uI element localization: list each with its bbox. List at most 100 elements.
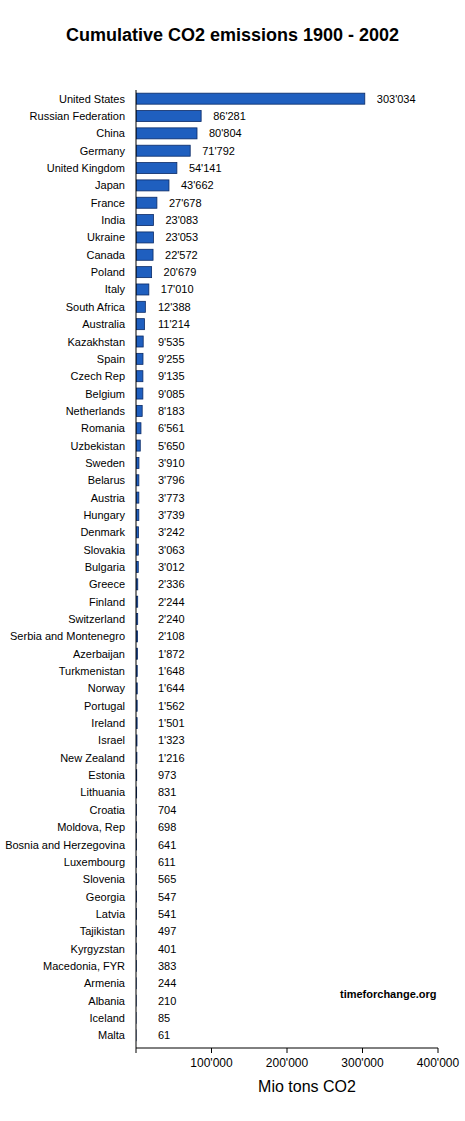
data-label: 1'501: [158, 717, 185, 729]
bar: [136, 284, 149, 295]
data-label: 5'650: [158, 440, 185, 452]
data-label: 698: [158, 821, 176, 833]
category-label: New Zealand: [60, 752, 125, 764]
tick-label: 100'000: [190, 1056, 233, 1070]
category-label: Ukraine: [87, 231, 125, 243]
data-label: 401: [158, 943, 176, 955]
category-label: Italy: [105, 283, 126, 295]
category-label: Belgium: [85, 388, 125, 400]
category-label: Hungary: [83, 509, 125, 521]
category-label: Azerbaijan: [73, 648, 125, 660]
data-label: 3'012: [158, 561, 185, 573]
tick-label: 300'000: [341, 1056, 384, 1070]
data-label: 3'063: [158, 544, 185, 556]
bar: [136, 215, 153, 226]
data-label: 3'739: [158, 509, 185, 521]
tick-label: 200'000: [266, 1056, 309, 1070]
category-label: Czech Rep: [71, 370, 125, 382]
data-label: 9'535: [158, 336, 185, 348]
category-label: Norway: [88, 682, 126, 694]
data-label: 80'804: [209, 127, 242, 139]
bar: [136, 267, 152, 278]
category-label: Estonia: [88, 769, 126, 781]
category-label: Latvia: [96, 908, 126, 920]
category-label: Spain: [97, 353, 125, 365]
labels: United States 303'034 Russian Federation 86…: [5, 93, 415, 1042]
category-label: Australia: [82, 318, 126, 330]
data-label: 303'034: [377, 93, 416, 105]
bar: [136, 93, 365, 104]
axis-label: Mio tons CO2: [258, 1078, 356, 1095]
bar: [136, 128, 197, 139]
category-label: Kazakhstan: [68, 336, 125, 348]
bar: [136, 180, 169, 191]
data-label: 23'083: [165, 214, 198, 226]
category-label: Macedonia, FYR: [43, 960, 125, 972]
data-label: 71'792: [202, 145, 235, 157]
data-label: 383: [158, 960, 176, 972]
data-label: 1'216: [158, 752, 185, 764]
category-label: Switzerland: [68, 613, 125, 625]
category-label: Russian Federation: [30, 110, 125, 122]
category-label: Belarus: [88, 474, 126, 486]
chart: Cumulative CO2 emissions 1900 - 2002 Unit…: [0, 0, 465, 1121]
category-label: Japan: [95, 179, 125, 191]
data-label: 2'240: [158, 613, 185, 625]
category-label: Greece: [89, 578, 125, 590]
data-label: 641: [158, 839, 176, 851]
data-label: 11'214: [158, 318, 190, 330]
bar: [136, 197, 157, 208]
category-label: Tajikistan: [80, 925, 125, 937]
bar: [136, 232, 153, 243]
tick: [362, 1048, 363, 1053]
title: Cumulative CO2 emissions 1900 - 2002: [66, 25, 399, 45]
data-label: 973: [158, 769, 176, 781]
category-label: Malta: [98, 1029, 126, 1041]
category-label: Austria: [91, 492, 126, 504]
data-label: 85: [158, 1012, 170, 1024]
data-label: 1'872: [158, 648, 185, 660]
data-label: 86'281: [213, 110, 246, 122]
tick: [211, 1048, 212, 1053]
category-label: Lithuania: [80, 786, 126, 798]
axis-end: [136, 1048, 137, 1053]
category-label: Romania: [81, 422, 126, 434]
category-label: Poland: [91, 266, 125, 278]
category-label: Slovakia: [83, 544, 125, 556]
bar: [136, 163, 177, 174]
data-label: 9'255: [158, 353, 185, 365]
category-label: Albania: [88, 995, 126, 1007]
category-label: Sweden: [85, 457, 125, 469]
category-label: Slovenia: [83, 873, 126, 885]
data-label: 3'910: [158, 457, 185, 469]
category-label: Israel: [98, 734, 125, 746]
data-label: 6'561: [158, 422, 185, 434]
data-label: 61: [158, 1029, 170, 1041]
bar: [136, 371, 143, 382]
category-label: Iceland: [90, 1012, 125, 1024]
data-label: 1'562: [158, 700, 185, 712]
category-label: United States: [59, 93, 126, 105]
bar: [136, 423, 141, 434]
bar: [136, 336, 143, 347]
category-label: Uzbekistan: [71, 440, 125, 452]
data-label: 1'323: [158, 734, 185, 746]
data-label: 3'242: [158, 526, 185, 538]
bar: [136, 301, 145, 312]
data-label: 2'336: [158, 578, 185, 590]
data-label: 2'244: [158, 596, 185, 608]
data-label: 244: [158, 977, 176, 989]
data-label: 831: [158, 786, 176, 798]
category-label: Moldova, Rep: [57, 821, 125, 833]
category-label: Germany: [80, 145, 126, 157]
category-label: Serbia and Montenegro: [10, 630, 125, 642]
category-label: Finland: [89, 596, 125, 608]
category-label: Bosnia and Herzegovina: [5, 839, 126, 851]
data-label: 2'108: [158, 630, 185, 642]
annotation: timeforchange.org: [340, 988, 437, 1000]
category-label: Denmark: [80, 526, 125, 538]
bar: [136, 249, 153, 260]
data-label: 22'572: [165, 249, 198, 261]
data-label: 9'085: [158, 388, 185, 400]
category-label: Canada: [86, 249, 125, 261]
